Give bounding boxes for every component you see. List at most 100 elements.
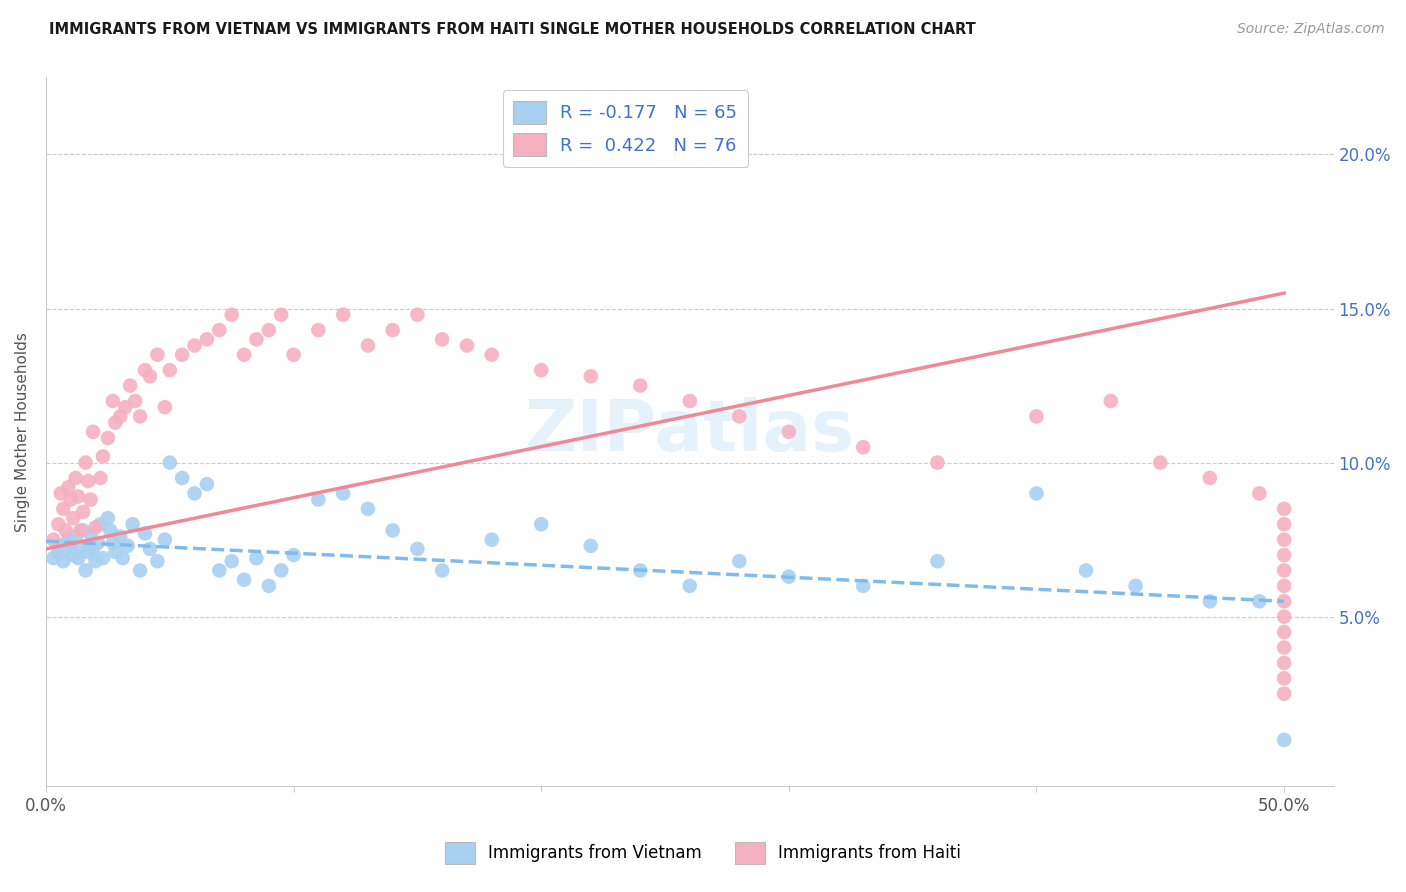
Point xyxy=(124,394,146,409)
Point xyxy=(1249,486,1271,500)
Point xyxy=(270,308,292,322)
Point xyxy=(307,323,329,337)
Point xyxy=(1272,517,1295,532)
Point xyxy=(1272,564,1295,578)
Point xyxy=(307,492,329,507)
Point xyxy=(1272,640,1295,655)
Point xyxy=(1272,687,1295,701)
Point xyxy=(357,501,380,516)
Point xyxy=(77,474,100,488)
Point xyxy=(84,520,107,534)
Point xyxy=(1025,486,1047,500)
Point xyxy=(62,511,84,525)
Point xyxy=(283,548,305,562)
Point xyxy=(406,541,429,556)
Point xyxy=(55,524,77,538)
Point xyxy=(110,409,132,424)
Point xyxy=(48,545,70,559)
Point xyxy=(153,400,176,414)
Point xyxy=(52,554,75,568)
Point xyxy=(1099,394,1122,409)
Point xyxy=(183,338,205,352)
Point xyxy=(75,564,97,578)
Point xyxy=(87,535,110,549)
Point xyxy=(406,308,429,322)
Point xyxy=(481,348,503,362)
Point xyxy=(49,539,72,553)
Point xyxy=(1149,456,1171,470)
Point xyxy=(778,425,800,439)
Point xyxy=(1125,579,1147,593)
Point xyxy=(579,539,602,553)
Point xyxy=(114,400,136,414)
Point xyxy=(146,348,169,362)
Point xyxy=(97,511,120,525)
Point xyxy=(1074,564,1097,578)
Point xyxy=(208,564,231,578)
Point xyxy=(456,338,478,352)
Point xyxy=(195,332,218,346)
Point xyxy=(1249,594,1271,608)
Point xyxy=(628,564,651,578)
Point xyxy=(104,545,127,559)
Point xyxy=(58,480,80,494)
Point xyxy=(628,378,651,392)
Point xyxy=(332,308,354,322)
Point xyxy=(89,471,111,485)
Point xyxy=(357,338,380,352)
Point xyxy=(1198,471,1220,485)
Point xyxy=(530,363,553,377)
Point xyxy=(245,332,267,346)
Point xyxy=(233,348,256,362)
Point xyxy=(778,569,800,583)
Point xyxy=(1272,625,1295,640)
Point xyxy=(728,409,751,424)
Point xyxy=(1198,594,1220,608)
Point xyxy=(52,501,75,516)
Point xyxy=(430,564,453,578)
Point xyxy=(82,541,104,556)
Point xyxy=(117,539,139,553)
Point xyxy=(927,554,949,568)
Point xyxy=(91,450,114,464)
Legend: Immigrants from Vietnam, Immigrants from Haiti: Immigrants from Vietnam, Immigrants from… xyxy=(439,836,967,871)
Point xyxy=(1272,733,1295,747)
Point xyxy=(110,530,132,544)
Point xyxy=(332,486,354,500)
Point xyxy=(42,533,65,547)
Point xyxy=(270,564,292,578)
Point xyxy=(129,409,152,424)
Point xyxy=(159,456,181,470)
Point xyxy=(89,517,111,532)
Text: ZIPatlas: ZIPatlas xyxy=(524,397,855,467)
Text: Source: ZipAtlas.com: Source: ZipAtlas.com xyxy=(1237,22,1385,37)
Point xyxy=(77,545,100,559)
Point xyxy=(257,323,280,337)
Point xyxy=(1272,671,1295,685)
Point xyxy=(257,579,280,593)
Point xyxy=(245,551,267,566)
Point xyxy=(104,416,127,430)
Point xyxy=(208,323,231,337)
Point xyxy=(62,548,84,562)
Point xyxy=(48,517,70,532)
Point xyxy=(42,551,65,566)
Point xyxy=(55,541,77,556)
Point xyxy=(381,524,404,538)
Point xyxy=(1272,533,1295,547)
Point xyxy=(79,526,101,541)
Point xyxy=(129,564,152,578)
Point xyxy=(679,394,702,409)
Point xyxy=(134,363,156,377)
Point xyxy=(1272,501,1295,516)
Point xyxy=(530,517,553,532)
Point xyxy=(65,471,87,485)
Point xyxy=(1272,579,1295,593)
Point xyxy=(1272,609,1295,624)
Point xyxy=(69,524,91,538)
Point xyxy=(283,348,305,362)
Point xyxy=(927,456,949,470)
Point xyxy=(172,471,194,485)
Point xyxy=(98,524,121,538)
Point xyxy=(852,579,875,593)
